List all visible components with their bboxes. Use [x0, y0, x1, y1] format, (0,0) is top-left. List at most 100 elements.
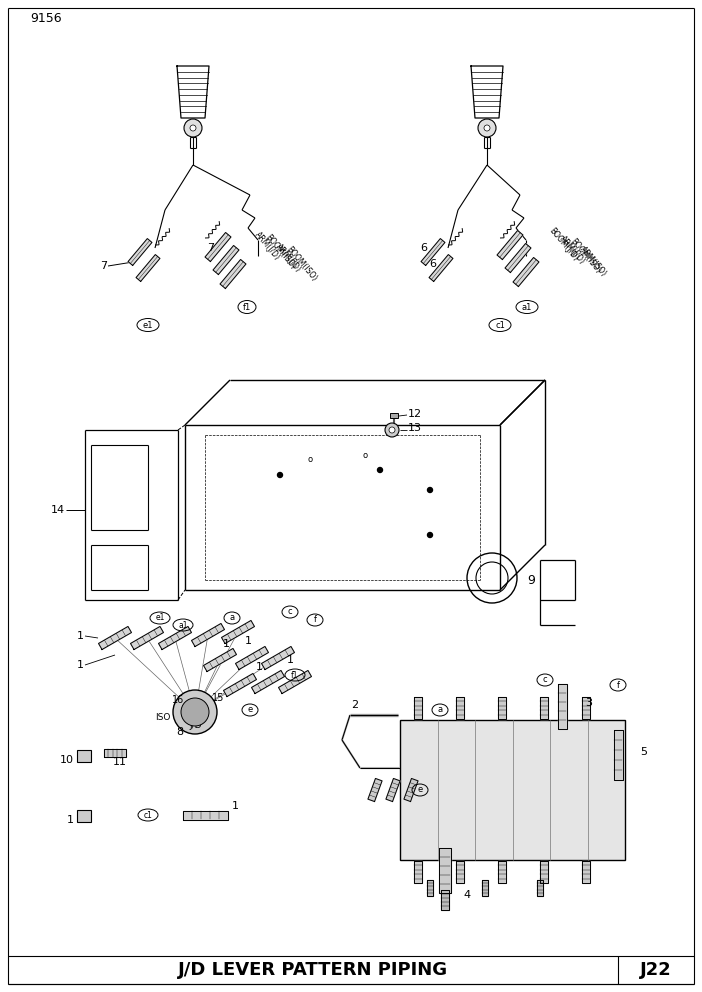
Polygon shape: [404, 779, 418, 802]
Circle shape: [173, 690, 217, 734]
Circle shape: [378, 467, 383, 472]
Text: f: f: [314, 615, 317, 625]
Polygon shape: [582, 861, 590, 883]
Polygon shape: [498, 697, 506, 719]
Polygon shape: [540, 861, 548, 883]
Polygon shape: [537, 880, 543, 896]
Text: 13: 13: [408, 423, 422, 433]
Polygon shape: [505, 243, 531, 273]
Polygon shape: [136, 255, 160, 282]
Text: ARM(J/D): ARM(J/D): [274, 242, 303, 274]
Text: 5: 5: [640, 747, 647, 757]
Text: 6: 6: [420, 243, 427, 253]
Polygon shape: [441, 890, 449, 910]
Text: 11: 11: [113, 757, 127, 767]
Text: 1: 1: [244, 636, 251, 646]
Text: f1: f1: [243, 303, 251, 311]
Text: BOOM(J/D): BOOM(J/D): [547, 226, 580, 262]
Circle shape: [184, 119, 202, 137]
Bar: [400, 720, 625, 860]
Text: 7: 7: [207, 243, 214, 253]
Polygon shape: [614, 730, 623, 780]
Text: 2: 2: [352, 700, 359, 710]
Text: e1: e1: [155, 613, 165, 623]
Polygon shape: [222, 620, 254, 644]
Text: ISO: ISO: [155, 713, 171, 722]
Circle shape: [428, 487, 432, 492]
Circle shape: [428, 533, 432, 538]
Polygon shape: [159, 627, 192, 650]
Polygon shape: [386, 779, 400, 802]
Text: a: a: [230, 613, 234, 623]
Text: 8: 8: [176, 727, 183, 737]
Text: ARM(J/D): ARM(J/D): [253, 230, 282, 262]
Polygon shape: [183, 810, 227, 819]
Bar: [390, 413, 398, 418]
Polygon shape: [456, 861, 464, 883]
Circle shape: [190, 125, 196, 131]
Polygon shape: [582, 697, 590, 719]
Text: c1: c1: [144, 810, 152, 819]
Polygon shape: [279, 671, 312, 693]
Text: 4: 4: [463, 890, 470, 900]
Text: ARM(ISO): ARM(ISO): [578, 245, 608, 279]
Polygon shape: [205, 232, 231, 262]
Text: 1: 1: [77, 660, 84, 670]
Text: 1: 1: [286, 655, 293, 665]
Circle shape: [478, 119, 496, 137]
Bar: [77, 750, 91, 762]
Text: 3: 3: [585, 698, 592, 708]
Polygon shape: [421, 239, 445, 266]
Polygon shape: [498, 861, 506, 883]
Text: c1: c1: [495, 320, 505, 329]
Polygon shape: [482, 880, 488, 896]
Text: f: f: [616, 681, 619, 689]
Circle shape: [385, 423, 399, 437]
Text: f1: f1: [291, 671, 299, 680]
Circle shape: [484, 125, 490, 131]
Polygon shape: [557, 683, 567, 728]
Circle shape: [181, 698, 209, 726]
Polygon shape: [513, 258, 539, 287]
Polygon shape: [98, 627, 131, 650]
Polygon shape: [104, 749, 126, 757]
Text: o: o: [307, 455, 312, 464]
Text: ARM(J/D): ARM(J/D): [558, 234, 587, 266]
Text: 15: 15: [212, 693, 224, 703]
Text: BOOM(ISO): BOOM(ISO): [568, 237, 602, 275]
Text: 1: 1: [223, 639, 230, 649]
Text: 14: 14: [51, 505, 65, 515]
Bar: [77, 810, 91, 822]
Polygon shape: [439, 847, 451, 893]
Circle shape: [277, 472, 282, 477]
Text: J/D: J/D: [190, 720, 202, 729]
Text: o: o: [362, 450, 368, 459]
Polygon shape: [540, 697, 548, 719]
Text: 12: 12: [408, 409, 422, 419]
Text: e: e: [418, 786, 423, 795]
Text: 6: 6: [429, 259, 436, 269]
Text: J/D LEVER PATTERN PIPING: J/D LEVER PATTERN PIPING: [178, 961, 448, 979]
Text: a1: a1: [522, 303, 532, 311]
Text: c: c: [543, 676, 548, 684]
Text: a: a: [437, 705, 442, 714]
Polygon shape: [427, 880, 433, 896]
Circle shape: [389, 427, 395, 433]
Polygon shape: [262, 647, 294, 670]
Polygon shape: [497, 230, 523, 260]
Polygon shape: [213, 245, 239, 275]
Text: J22: J22: [640, 961, 672, 979]
Text: BOOM(ISO): BOOM(ISO): [263, 233, 297, 271]
Text: c: c: [288, 607, 292, 616]
Polygon shape: [368, 779, 382, 802]
Text: 7: 7: [100, 261, 107, 271]
Polygon shape: [131, 627, 164, 650]
Text: a1: a1: [178, 621, 187, 630]
Text: 1: 1: [232, 801, 239, 811]
Text: 1: 1: [77, 631, 84, 641]
Text: 9156: 9156: [30, 12, 62, 25]
Polygon shape: [456, 697, 464, 719]
Polygon shape: [414, 697, 422, 719]
Text: BOOM(ISO): BOOM(ISO): [284, 245, 318, 283]
Text: e: e: [247, 705, 253, 714]
